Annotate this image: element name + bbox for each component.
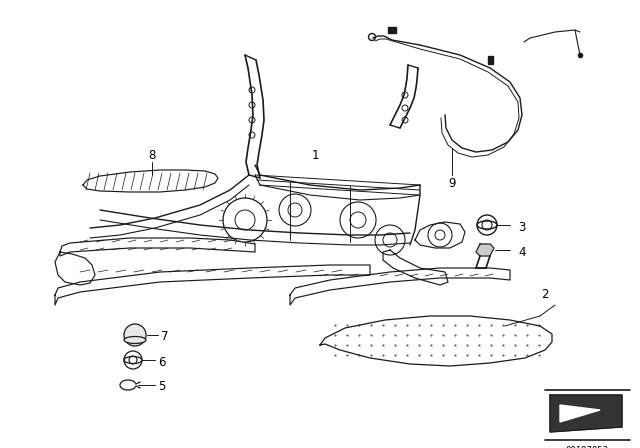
- Polygon shape: [60, 238, 255, 256]
- Ellipse shape: [124, 336, 146, 344]
- Text: 2: 2: [541, 289, 548, 302]
- Polygon shape: [290, 268, 510, 305]
- Polygon shape: [476, 244, 494, 256]
- Polygon shape: [55, 265, 370, 305]
- Text: 00197053: 00197053: [566, 445, 609, 448]
- Circle shape: [124, 324, 146, 346]
- Bar: [488, 56, 493, 64]
- Text: 5: 5: [158, 380, 165, 393]
- Bar: [388, 27, 396, 33]
- Text: 8: 8: [148, 148, 156, 161]
- Text: 7: 7: [161, 331, 168, 344]
- Polygon shape: [560, 405, 600, 422]
- Text: 1: 1: [311, 148, 319, 161]
- Polygon shape: [83, 170, 218, 192]
- Text: 6: 6: [158, 356, 166, 369]
- Polygon shape: [320, 316, 552, 366]
- Text: 4: 4: [518, 246, 525, 258]
- Text: 9: 9: [448, 177, 456, 190]
- Text: 3: 3: [518, 220, 525, 233]
- Polygon shape: [550, 395, 622, 432]
